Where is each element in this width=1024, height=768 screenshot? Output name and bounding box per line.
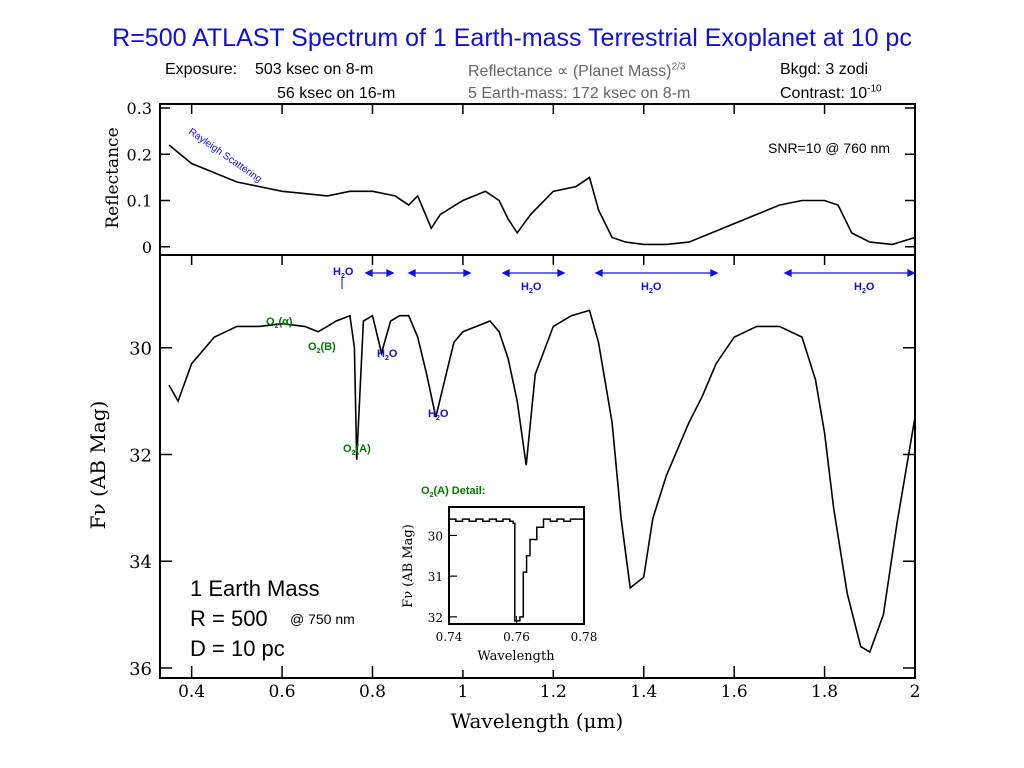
y-tick-label: 31	[428, 570, 443, 584]
main-panel-ticks: 0.4 0.6 0.8 1 1.2 1.4 1.6 1.8 2 30 32 34 36	[129, 104, 920, 702]
reflectance-exponent: 2/3	[671, 61, 686, 73]
x-tick-label: 1.4	[630, 682, 657, 702]
x-tick-label: 0.78	[571, 630, 598, 644]
y-tick-label: 0.1	[127, 192, 152, 211]
y-tick-label: 0.3	[127, 99, 152, 118]
o2-a-detail-label: O2(A) Detail:	[421, 485, 485, 499]
reflectance-spectrum-line	[168, 144, 916, 246]
y-tick-label: 30	[129, 339, 152, 360]
snr-annotation: SNR=10 @ 760 nm	[768, 140, 890, 156]
x-tick-label: 1	[457, 682, 468, 702]
h2o-label: H2O	[377, 348, 398, 362]
y-tick-label: 32	[129, 445, 152, 466]
top-panel-frame	[159, 103, 916, 256]
x-tick-label: 0.8	[359, 682, 386, 702]
five-earth-mass-note: 5 Earth-mass: 172 ksec on 8-m	[468, 85, 691, 102]
wavelength-axis-label: Wavelength (μm)	[451, 709, 624, 733]
x-tick-label: 2	[910, 682, 921, 702]
h2o-label: H2O	[428, 408, 449, 422]
distance-annotation: D = 10 pc	[190, 636, 285, 661]
inset-background	[395, 503, 595, 670]
main-panel-frame	[159, 254, 916, 679]
x-tick-label: 1.8	[811, 682, 838, 702]
inset-x-axis-label: Wavelength	[477, 649, 555, 664]
flux-spectrum-line	[168, 309, 916, 654]
resolution-wavelength-annotation: @ 750 nm	[290, 611, 355, 627]
x-tick-label: 0.76	[503, 630, 530, 644]
o2-b-label: O2(B)	[308, 341, 336, 355]
y-tick-label: 32	[428, 611, 443, 625]
reflectance-axis-label: Reflectance	[103, 127, 123, 228]
x-tick-label: 0.6	[269, 682, 296, 702]
h2o-label: H2O	[333, 266, 354, 280]
reflectance-proportionality: Reflectance ∝ (Planet Mass)2/3	[468, 61, 685, 81]
y-tick-label: 36	[129, 659, 152, 680]
resolution-annotation: R = 500	[190, 606, 268, 631]
y-tick-label: 0.2	[127, 145, 152, 164]
contrast-exponent: -10	[867, 83, 882, 95]
h2o-label: H2O	[854, 281, 875, 295]
reflectance-prop-text: Reflectance ∝ (Planet Mass)	[468, 63, 672, 80]
y-tick-label: 34	[129, 552, 152, 573]
contrast-note: Contrast: 10-10	[780, 83, 882, 103]
exposure-line2: 56 ksec on 16-m	[277, 85, 396, 102]
earth-mass-annotation: 1 Earth Mass	[190, 576, 320, 601]
y-tick-label: 30	[428, 529, 443, 543]
x-tick-label: 0.4	[178, 682, 205, 702]
exposure-label: Exposure:	[165, 61, 238, 78]
x-tick-label: 1.2	[540, 682, 567, 702]
inset-y-axis-label: Fν (AB Mag)	[401, 524, 416, 608]
h2o-band-arrows	[364, 268, 916, 278]
x-tick-label: 1.6	[721, 682, 748, 702]
y-tick-label: 0	[142, 238, 152, 257]
o2-a-detail-line	[449, 518, 585, 622]
o2-alpha-label: O2(α)	[266, 316, 293, 330]
contrast-text: Contrast: 10	[780, 85, 868, 102]
o2-a-label: O2(A)	[343, 443, 371, 457]
h2o-label: H2O	[641, 281, 662, 295]
chart-title: R=500 ATLAST Spectrum of 1 Earth-mass Te…	[112, 24, 912, 52]
h2o-label: H2O	[521, 281, 542, 295]
inset-ticks: 0.74 0.76 0.78 30 31 32	[428, 529, 598, 644]
background-note: Bkgd: 3 zodi	[780, 61, 869, 78]
flux-axis-label: Fν (AB Mag)	[86, 401, 110, 530]
exposure-line1: 503 ksec on 8-m	[255, 61, 374, 78]
top-panel-ticks: 0 0.1 0.2 0.3	[127, 99, 915, 257]
x-tick-label: 0.74	[436, 630, 463, 644]
